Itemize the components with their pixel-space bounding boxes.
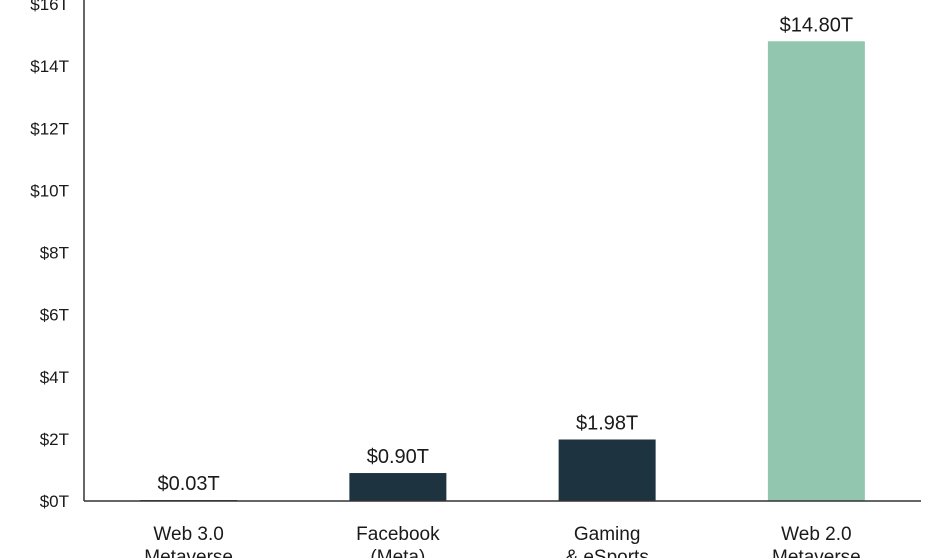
y-tick-label: $14T bbox=[30, 57, 69, 76]
category-label: Metaverse bbox=[144, 547, 233, 558]
category-label: Web 3.0 bbox=[153, 524, 223, 545]
y-tick-label: $0T bbox=[40, 492, 69, 511]
value-label: $0.90T bbox=[367, 446, 429, 468]
bar bbox=[349, 473, 447, 501]
y-tick-label: $6T bbox=[40, 306, 69, 325]
bars bbox=[140, 41, 865, 502]
value-label: $14.80T bbox=[780, 14, 853, 36]
category-label: Metaverse bbox=[772, 547, 861, 558]
y-tick-label: $8T bbox=[40, 244, 69, 263]
value-labels: $0.03T $0.90T $1.98T $14.80T bbox=[157, 14, 853, 495]
category-label: & eSports bbox=[565, 547, 648, 558]
y-tick-label: $10T bbox=[30, 181, 69, 200]
y-axis-ticks: $0T $2T $4T $6T $8T $10T $12T $14T $16T bbox=[30, 0, 69, 511]
y-tick-label: $2T bbox=[40, 430, 69, 449]
value-label: $0.03T bbox=[157, 473, 219, 495]
y-tick-label: $4T bbox=[40, 368, 69, 387]
category-label: Web 2.0 bbox=[781, 524, 851, 545]
value-label: $1.98T bbox=[576, 412, 638, 434]
category-labels: Web 3.0 Metaverse Facebook (Meta) Gaming & eS… bbox=[144, 524, 860, 558]
bar bbox=[558, 439, 656, 501]
y-tick-label: $12T bbox=[30, 119, 69, 138]
category-label: Facebook bbox=[356, 524, 440, 545]
bar bbox=[767, 41, 865, 502]
y-tick-label: $16T bbox=[30, 0, 69, 14]
category-label: (Meta) bbox=[370, 547, 425, 558]
category-label: Gaming bbox=[574, 524, 641, 545]
